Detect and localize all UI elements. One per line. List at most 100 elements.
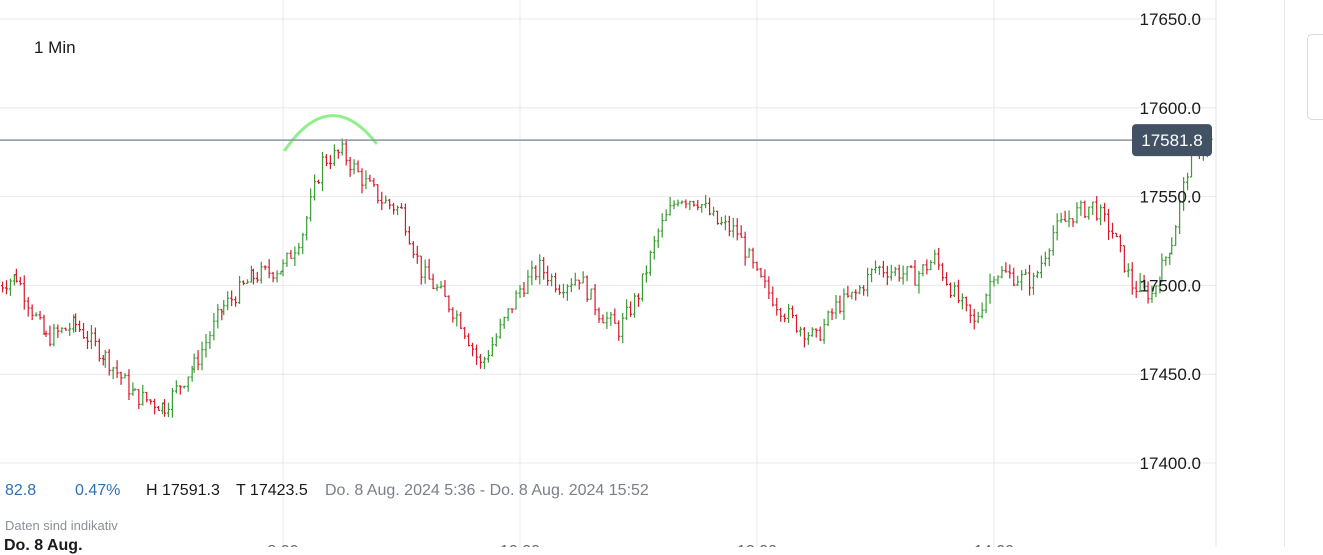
ohlc-bar [1016,276,1019,286]
ohlc-bar [345,139,348,165]
ohlc-bar [78,321,81,332]
ohlc-bar [598,308,601,323]
ohlc-bar [293,246,296,265]
ohlc-bar [368,175,371,182]
y-tick-label: 17400.0 [1140,454,1201,473]
ohlc-bar [222,300,225,315]
ohlc-bar [285,252,288,266]
ohlc-bar [886,266,889,285]
ohlc-bar [842,288,845,320]
ohlc-bar [1068,210,1071,227]
ohlc-bar [82,323,85,339]
ohlc-bar [276,270,279,282]
ohlc-bar [890,265,893,281]
ohlc-bar [803,327,806,347]
ohlc-bar [226,291,229,310]
right-side-panel [1284,0,1323,547]
ohlc-bar [141,385,144,406]
ohlc-bar [376,184,379,203]
ohlc-bar [27,297,30,316]
ohlc-bar [846,286,849,298]
ohlc-bar [799,327,802,337]
ohlc-bar [929,260,932,270]
ohlc-bar [633,293,636,318]
ohlc-bar [558,284,561,294]
ohlc-bar [187,377,190,392]
change-value: 82.8 [5,482,36,500]
ohlc-bar [90,325,93,349]
ohlc-bar [827,311,830,327]
ohlc-bar [550,274,553,287]
ohlc-bar [503,317,506,329]
ohlc-bar [641,274,644,302]
ohlc-bar [601,314,604,323]
ohlc-bar [850,292,853,299]
ohlc-bar [910,265,913,268]
ohlc-bar [653,236,656,260]
ohlc-bar [538,254,541,284]
ohlc-bar [993,276,996,286]
last-price-value: 17581.8 [1141,131,1202,150]
ohlc-bar [1048,248,1051,266]
ohlc-bar [566,284,569,301]
ohlc-bar [629,301,632,317]
date-range: Do. 8 Aug. 2024 5:36 - Do. 8 Aug. 2024 1… [325,482,649,500]
ohlc-bar [688,201,691,210]
ohlc-bar [933,250,936,265]
ohlc-bar [874,260,877,273]
ohlc-bar [1044,252,1047,267]
ohlc-bar [201,342,204,371]
ohlc-bar [1164,256,1167,266]
y-axis: 17650.017600.017550.017500.017450.017400… [1140,10,1201,473]
annotation-arc-drawing[interactable] [285,116,376,150]
ohlc-bar [669,197,672,216]
panel-toggle-button[interactable] [1307,34,1323,120]
ohlc-bar [161,402,164,414]
x-tick-label: 12:00 [737,543,777,547]
ohlc-bar [392,203,395,215]
ohlc-bar [260,262,263,284]
ohlc-bar [112,367,115,379]
ohlc-bar [1075,202,1078,223]
ohlc-bar [621,313,624,343]
ohlc-bar [684,199,687,208]
ohlc-bar [86,331,89,349]
ohlc-bar [728,216,731,236]
ohlc-bar [1072,219,1075,227]
ohlc-bar [696,200,699,210]
ohlc-bar [1083,201,1086,218]
ohlc-bar [353,159,356,174]
ohlc-bar [432,274,435,289]
ohlc-bar [256,272,259,283]
ohlc-bar [783,313,786,322]
ohlc-bar [13,274,16,285]
ohlc-bar [1040,255,1043,278]
ohlc-bar [108,349,111,376]
ohlc-bar [779,308,782,322]
ohlc-bar [1111,223,1114,239]
ohlc-bar [578,280,581,290]
ohlc-bar [153,399,156,415]
ohlc-bar [45,331,48,337]
high-value: H 17591.3 [146,482,220,500]
ohlc-bar [898,265,901,282]
ohlc-bar [216,304,219,328]
ohlc-bar [167,403,170,417]
ohlc-bar [542,257,545,280]
ohlc-bar [1095,196,1098,221]
ohlc-bar [23,275,26,309]
ohlc-bar [819,327,822,341]
ohlc-bar [208,331,211,349]
ohlc-bar [420,256,423,285]
ohlc-bar [357,160,360,172]
ohlc-bar [220,309,223,320]
ohlc-bar [712,207,715,217]
ohlc-bar [1174,225,1177,246]
ohlc-bar [487,350,490,363]
interval-label[interactable]: 1 Min [34,38,76,58]
ohlc-bar [396,206,399,216]
x-tick-label: 14:00 [974,543,1014,547]
ohlc-bar [329,155,332,169]
ohlc-bar [574,273,577,286]
